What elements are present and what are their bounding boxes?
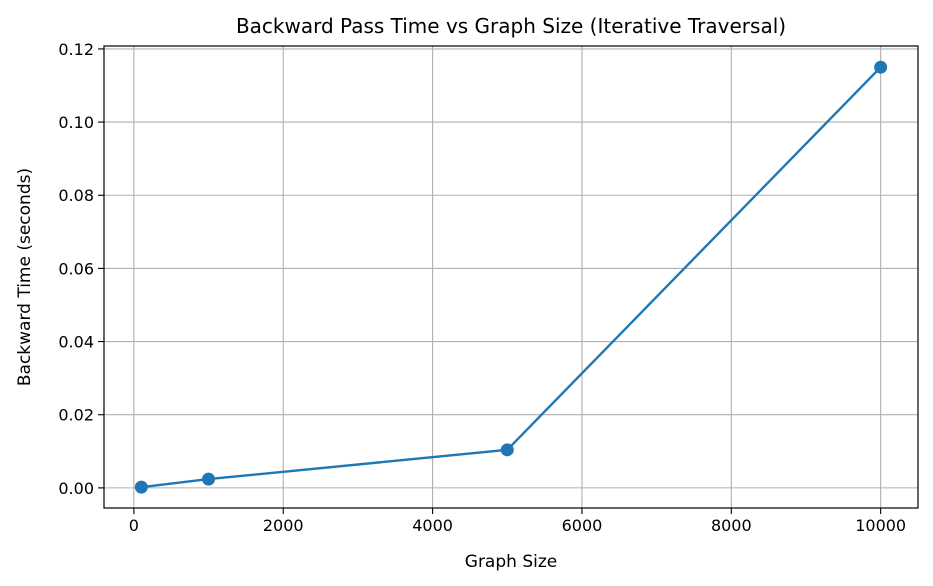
y-tick-label: 0.12 (58, 40, 94, 59)
y-tick-label: 0.04 (58, 333, 94, 352)
y-tick-label: 0.08 (58, 186, 94, 205)
x-tick-label: 6000 (562, 516, 603, 535)
plot-frame (103, 45, 919, 509)
data-point (500, 443, 514, 457)
y-tick-label: 0.02 (58, 406, 94, 425)
series-layer (134, 60, 888, 494)
chart-title: Backward Pass Time vs Graph Size (Iterat… (236, 14, 786, 38)
y-tick-label: 0.00 (58, 479, 94, 498)
x-tick-label: 10000 (855, 516, 906, 535)
x-axis-label: Graph Size (465, 552, 557, 572)
x-tick-label: 2000 (263, 516, 304, 535)
y-axis-ticks: 0.00 0.02 0.04 0.06 0.08 0.10 0.12 (58, 40, 104, 498)
grid (104, 46, 918, 508)
y-tick-label: 0.10 (58, 113, 94, 132)
x-tick-label: 4000 (412, 516, 453, 535)
x-axis-ticks: 0 2000 4000 6000 8000 10000 (129, 508, 906, 535)
x-tick-label: 0 (129, 516, 139, 535)
y-tick-label: 0.06 (58, 259, 94, 278)
data-point (134, 480, 148, 494)
data-point (202, 472, 216, 486)
data-point (874, 60, 888, 74)
x-tick-label: 8000 (711, 516, 752, 535)
y-axis-label: Backward Time (seconds) (15, 168, 35, 386)
series-line (141, 66, 882, 489)
